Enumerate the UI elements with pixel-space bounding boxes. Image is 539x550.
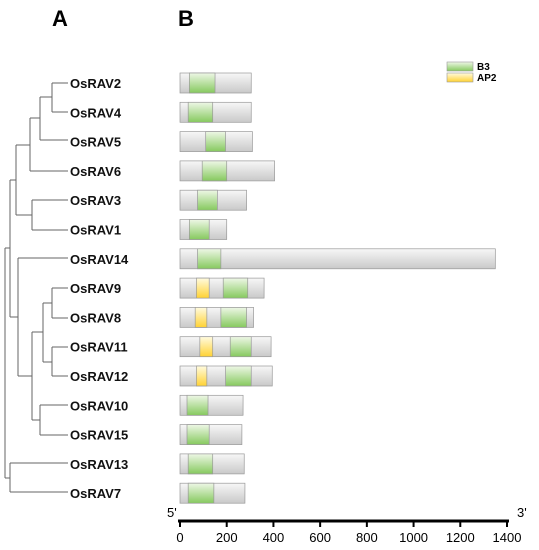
legend-swatch-ap2 xyxy=(446,72,474,83)
legend-swatch-b3 xyxy=(446,61,474,72)
protein-bar-osrav14 xyxy=(179,248,496,270)
axis-tick-label: 400 xyxy=(263,530,285,545)
tree-branch xyxy=(29,117,68,172)
b3-domain-osrav6 xyxy=(201,160,228,182)
ap2-domain-osrav8 xyxy=(194,307,208,328)
b3-domain-osrav14 xyxy=(197,248,222,270)
ap2-domain-osrav11 xyxy=(199,336,214,358)
panel-label-b: B xyxy=(178,6,194,31)
axis-tick-label: 1400 xyxy=(493,530,522,545)
b3-domain-osrav10 xyxy=(186,394,209,416)
protein-bar-osrav6 xyxy=(179,160,275,182)
protein-bar-osrav11 xyxy=(179,336,272,358)
b3-domain-osrav9 xyxy=(222,277,249,299)
b3-domain-osrav8 xyxy=(220,307,247,328)
ap2-domain-osrav12 xyxy=(196,365,208,387)
gene-label-osrav14: OsRAV14 xyxy=(70,252,129,267)
gene-label-osrav9: OsRAV9 xyxy=(70,281,121,296)
gene-label-osrav11: OsRAV11 xyxy=(70,340,128,355)
tree-branch xyxy=(9,179,18,318)
tree-branch xyxy=(31,199,68,231)
tree-branch xyxy=(4,247,10,479)
protein-bar-osrav9 xyxy=(179,277,265,299)
gene-label-osrav5: OsRAV5 xyxy=(70,135,121,150)
gene-label-osrav4: OsRAV4 xyxy=(70,105,122,120)
axis-right-end-label: 3' xyxy=(517,505,527,520)
tree-branch xyxy=(9,462,68,493)
gene-label-osrav8: OsRAV8 xyxy=(70,310,121,325)
gene-label-osrav1: OsRAV1 xyxy=(70,223,121,238)
protein-structures xyxy=(179,72,496,504)
b3-domain-osrav12 xyxy=(225,365,252,387)
gene-label-osrav10: OsRAV10 xyxy=(70,398,128,413)
gene-label-osrav15: OsRAV15 xyxy=(70,428,128,443)
axis-tick-label: 1000 xyxy=(399,530,428,545)
tree-branch xyxy=(51,287,68,319)
axis-tick-label: 1200 xyxy=(446,530,475,545)
legend-label-ap2: AP2 xyxy=(477,73,497,84)
b3-domain-osrav3 xyxy=(197,189,218,211)
tree-branch xyxy=(31,331,43,421)
b3-domain-osrav15 xyxy=(186,424,210,445)
axis-tick-label: 800 xyxy=(356,530,378,545)
b3-domain-osrav13 xyxy=(187,453,214,475)
gene-label-osrav7: OsRAV7 xyxy=(70,486,121,501)
axis-tick-label: 600 xyxy=(309,530,331,545)
b3-domain-osrav1 xyxy=(188,219,210,240)
legend-label-b3: B3 xyxy=(477,62,490,73)
axis-ticks: 0 200 400 600 800 1000 1200 1400 xyxy=(176,521,521,545)
tree-branch xyxy=(51,346,68,377)
tree-branch xyxy=(39,404,68,436)
gene-labels: OsRAV2 OsRAV4 OsRAV5 OsRAV6 OsRAV3 OsRAV1 OsRA… xyxy=(70,76,129,501)
gene-label-osrav3: OsRAV3 xyxy=(70,193,121,208)
b3-domain-osrav5 xyxy=(205,131,226,152)
gene-label-osrav13: OsRAV13 xyxy=(70,457,128,472)
ap2-domain-osrav9 xyxy=(196,277,210,299)
b3-domain-osrav2 xyxy=(188,72,216,94)
gene-label-osrav6: OsRAV6 xyxy=(70,164,121,179)
tree-branch xyxy=(51,82,68,113)
tree-branch xyxy=(39,96,68,141)
phylogenetic-tree xyxy=(4,82,68,493)
axis-tick-label: 0 xyxy=(176,530,183,545)
b3-domain-osrav11 xyxy=(229,336,252,358)
scale-axis: 5' 3' 0 200 400 600 800 1000 1200 1400 xyxy=(167,505,527,545)
gene-label-osrav2: OsRAV2 xyxy=(70,76,121,91)
b3-domain-osrav7 xyxy=(187,482,215,504)
axis-tick-label: 200 xyxy=(216,530,238,545)
gene-label-osrav12: OsRAV12 xyxy=(70,369,128,384)
legend: B3 AP2 xyxy=(446,61,497,84)
axis-left-end-label: 5' xyxy=(167,505,177,520)
b3-domain-osrav4 xyxy=(187,101,214,123)
panel-label-a: A xyxy=(52,6,68,31)
tree-branch xyxy=(42,302,52,363)
